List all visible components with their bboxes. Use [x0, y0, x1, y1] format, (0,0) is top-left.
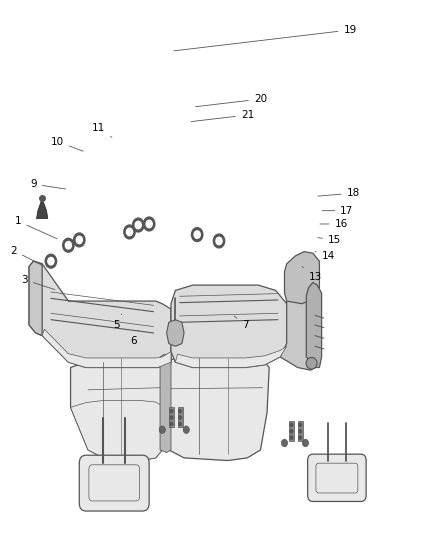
Polygon shape [285, 252, 319, 304]
Text: 16: 16 [320, 219, 348, 229]
Circle shape [76, 236, 82, 244]
Circle shape [159, 426, 165, 433]
Circle shape [133, 218, 144, 232]
Polygon shape [306, 282, 321, 368]
Circle shape [74, 233, 85, 247]
Circle shape [213, 234, 225, 248]
Circle shape [135, 221, 141, 229]
Circle shape [127, 228, 133, 236]
Text: 15: 15 [318, 235, 341, 245]
Polygon shape [71, 357, 164, 461]
Bar [169, 407, 174, 427]
Circle shape [216, 237, 222, 245]
Circle shape [179, 409, 181, 413]
Text: 17: 17 [322, 206, 353, 216]
Text: 18: 18 [318, 188, 360, 198]
Circle shape [63, 238, 74, 252]
Circle shape [183, 426, 189, 433]
Polygon shape [171, 285, 291, 368]
Circle shape [170, 409, 173, 413]
Polygon shape [166, 357, 269, 461]
Text: 9: 9 [30, 179, 66, 189]
Circle shape [65, 241, 71, 249]
Polygon shape [175, 346, 287, 368]
Bar [177, 407, 183, 427]
Circle shape [146, 220, 152, 228]
Polygon shape [29, 261, 171, 368]
Circle shape [194, 231, 200, 238]
Text: 20: 20 [195, 94, 267, 107]
Circle shape [179, 416, 181, 419]
Circle shape [290, 436, 293, 439]
Text: 3: 3 [21, 275, 55, 289]
Circle shape [124, 225, 135, 239]
FancyBboxPatch shape [79, 455, 149, 511]
Circle shape [45, 254, 57, 268]
Polygon shape [160, 354, 171, 453]
Text: 2: 2 [11, 246, 42, 265]
Text: 1: 1 [15, 216, 57, 239]
Circle shape [179, 422, 181, 425]
Bar [297, 421, 303, 441]
Text: 7: 7 [234, 316, 248, 330]
Polygon shape [166, 320, 184, 346]
Circle shape [282, 439, 288, 447]
Polygon shape [71, 400, 164, 461]
Polygon shape [36, 198, 48, 219]
Circle shape [299, 430, 301, 433]
Polygon shape [29, 261, 42, 336]
Polygon shape [280, 285, 315, 370]
FancyBboxPatch shape [307, 454, 366, 502]
Circle shape [170, 416, 173, 419]
Circle shape [48, 257, 54, 265]
Polygon shape [42, 329, 171, 368]
Circle shape [290, 430, 293, 433]
Text: 13: 13 [302, 266, 321, 282]
Circle shape [144, 217, 155, 231]
Circle shape [191, 228, 203, 241]
Text: 5: 5 [113, 314, 122, 330]
Text: 6: 6 [131, 330, 138, 346]
Circle shape [299, 436, 301, 439]
Text: 21: 21 [191, 110, 254, 122]
Text: 10: 10 [51, 136, 83, 151]
Ellipse shape [306, 358, 317, 369]
Text: 14: 14 [315, 251, 335, 261]
Text: 19: 19 [174, 25, 357, 51]
Circle shape [290, 423, 293, 426]
Bar [289, 421, 294, 441]
Circle shape [299, 423, 301, 426]
Circle shape [170, 422, 173, 425]
Circle shape [302, 439, 308, 447]
Text: 11: 11 [92, 123, 112, 138]
